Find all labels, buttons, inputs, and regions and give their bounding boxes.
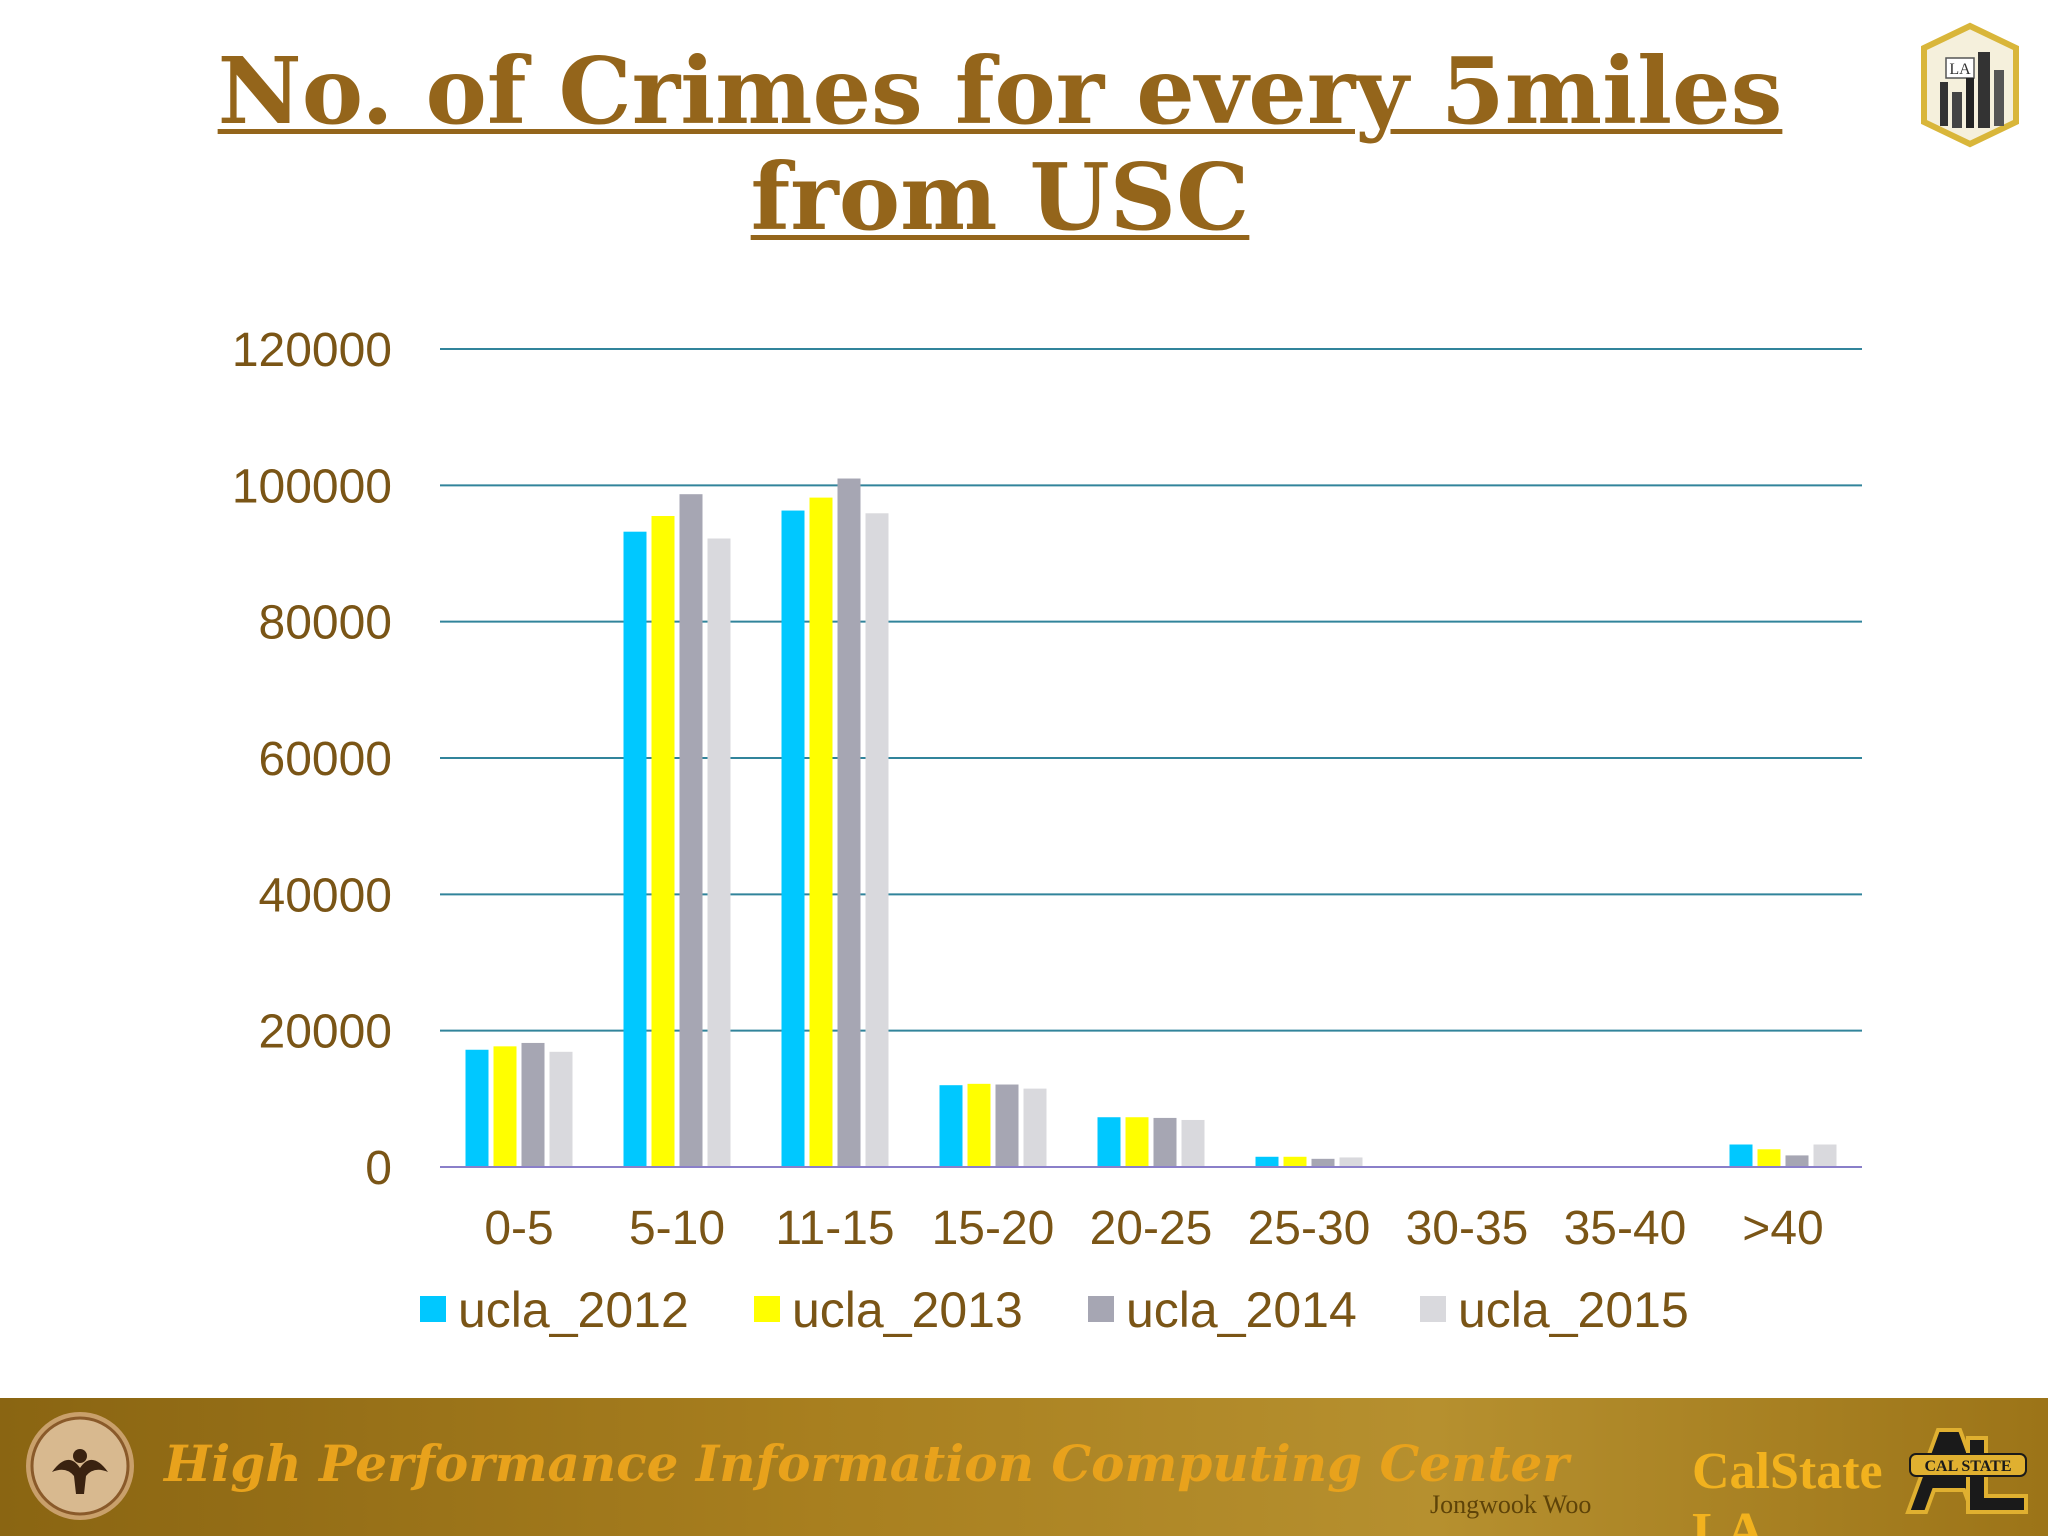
footer-bar: High Performance Information Computing C… xyxy=(0,1398,2048,1536)
bar-ucla_2014-5 xyxy=(1311,1158,1335,1167)
bar-ucla_2015-4 xyxy=(1181,1119,1205,1167)
legend-label-ucla_2013: ucla_2013 xyxy=(792,1282,1023,1338)
bar-ucla_2013-5 xyxy=(1283,1156,1307,1167)
bar-ucla_2015-0 xyxy=(549,1051,573,1167)
legend-swatch-ucla_2013 xyxy=(754,1296,780,1322)
legend: ucla_2012 ucla_2013 ucla_2014 ucla_2015 xyxy=(420,1282,1689,1338)
calstate-logo-text: CAL STATE xyxy=(1925,1458,2012,1475)
title-line-2: from USC xyxy=(750,143,1250,251)
bar-ucla_2013-2 xyxy=(809,497,833,1167)
bar-ucla_2013-4 xyxy=(1125,1117,1149,1167)
y-tick-label: 120000 xyxy=(232,324,392,377)
legend-swatch-ucla_2012 xyxy=(420,1296,446,1322)
bar-ucla_2014-2 xyxy=(837,478,861,1167)
la-logo-text: LA xyxy=(1949,61,1971,78)
bar-ucla_2014-4 xyxy=(1153,1117,1177,1167)
legend-swatch-ucla_2015 xyxy=(1420,1296,1446,1322)
la-skyline-logo: LA xyxy=(1921,22,2019,148)
title-line-1: No. of Crimes for every 5miles xyxy=(217,37,1783,145)
slide-title: No. of Crimes for every 5miles from USC xyxy=(0,38,2000,250)
bar-ucla_2012-1 xyxy=(623,531,647,1167)
bar-ucla_2012-3 xyxy=(939,1085,963,1167)
y-tick-label: 40000 xyxy=(259,869,392,922)
y-tick-label: 60000 xyxy=(259,733,392,786)
footer-author: Jongwook Woo xyxy=(1430,1490,1592,1519)
calstate-la-logo: CAL STATE xyxy=(1905,1428,2028,1514)
x-tick-label: 35-40 xyxy=(1564,1202,1687,1255)
bar-ucla_2014-8 xyxy=(1785,1155,1809,1167)
x-tick-label: 5-10 xyxy=(629,1202,725,1255)
bar-ucla_2013-3 xyxy=(967,1083,991,1167)
phoenix-seal-icon xyxy=(26,1412,134,1520)
y-tick-label: 0 xyxy=(365,1142,392,1195)
gridlines xyxy=(440,348,1862,1032)
bar-ucla_2015-5 xyxy=(1339,1157,1363,1167)
footer-brand: CalStateLA xyxy=(1692,1443,1883,1536)
legend-label-ucla_2015: ucla_2015 xyxy=(1458,1282,1689,1338)
legend-label-ucla_2012: ucla_2012 xyxy=(458,1282,689,1338)
bar-ucla_2012-0 xyxy=(465,1049,489,1167)
x-tick-label: 30-35 xyxy=(1406,1202,1529,1255)
bar-chart: 0 20000 40000 60000 80000 100000 120000 0-5 5-10… xyxy=(232,324,1862,1338)
x-tick-label: 25-30 xyxy=(1248,1202,1371,1255)
bars xyxy=(465,478,1837,1167)
bar-ucla_2014-0 xyxy=(521,1042,545,1167)
bar-ucla_2015-8 xyxy=(1813,1144,1837,1167)
x-tick-label: 11-15 xyxy=(775,1202,894,1255)
x-tick-label: >40 xyxy=(1742,1202,1823,1255)
legend-label-ucla_2014: ucla_2014 xyxy=(1126,1282,1357,1338)
legend-swatch-ucla_2014 xyxy=(1088,1296,1114,1322)
bar-ucla_2015-2 xyxy=(865,513,889,1167)
axes: 0 20000 40000 60000 80000 100000 120000 0-5 5-10… xyxy=(232,324,1862,1255)
bar-ucla_2014-1 xyxy=(679,494,703,1167)
x-tick-label: 20-25 xyxy=(1090,1202,1213,1255)
x-tick-label: 0-5 xyxy=(484,1202,553,1255)
bar-ucla_2013-1 xyxy=(651,516,675,1167)
bar-ucla_2012-2 xyxy=(781,510,805,1167)
y-tick-label: 80000 xyxy=(259,597,392,650)
bar-ucla_2013-0 xyxy=(493,1046,517,1167)
bar-ucla_2014-3 xyxy=(995,1084,1019,1167)
bar-ucla_2012-4 xyxy=(1097,1117,1121,1167)
bar-ucla_2013-8 xyxy=(1757,1149,1781,1167)
bar-ucla_2012-8 xyxy=(1729,1144,1753,1167)
y-tick-label: 20000 xyxy=(259,1006,392,1059)
bar-ucla_2015-1 xyxy=(707,538,731,1167)
x-tick-label: 15-20 xyxy=(932,1202,1055,1255)
bar-ucla_2012-5 xyxy=(1255,1156,1279,1167)
y-tick-label: 100000 xyxy=(232,460,392,513)
footer-center-title: High Performance Information Computing C… xyxy=(164,1434,1569,1493)
bar-ucla_2015-3 xyxy=(1023,1088,1047,1167)
